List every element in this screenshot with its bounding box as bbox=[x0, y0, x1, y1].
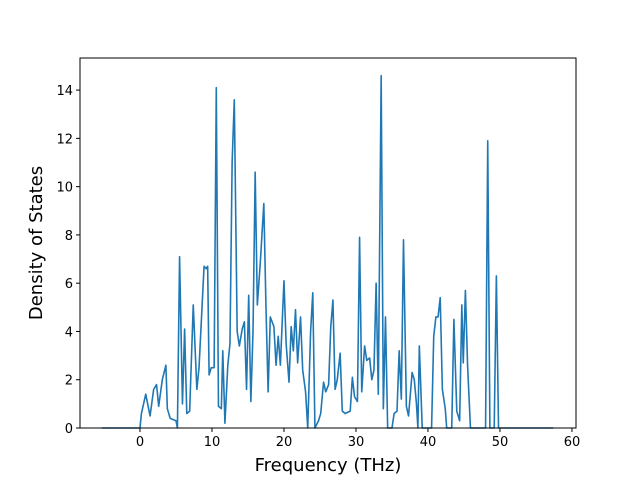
plot-frame bbox=[79, 57, 577, 429]
x-tick-label: 30 bbox=[348, 435, 365, 450]
y-tick-label: 6 bbox=[65, 277, 73, 292]
y-tick-label: 14 bbox=[56, 84, 73, 99]
line bbox=[101, 74, 554, 429]
x-tick-label: 0 bbox=[136, 435, 144, 450]
y-tick-label: 4 bbox=[65, 325, 73, 340]
y-tick-label: 8 bbox=[65, 229, 73, 244]
x-tick-label: 40 bbox=[420, 435, 437, 450]
x-axis-label: Frequency (THz) bbox=[255, 455, 402, 476]
x-tick-label: 20 bbox=[276, 435, 293, 450]
x-tick-label: 50 bbox=[492, 435, 509, 450]
y-tick-label: 0 bbox=[65, 422, 73, 437]
x-tick-label: 60 bbox=[564, 435, 581, 450]
y-tick-label: 2 bbox=[65, 374, 73, 389]
y-tick-label: 10 bbox=[56, 181, 73, 196]
x-tick-label: 10 bbox=[204, 435, 221, 450]
y-tick-label: 12 bbox=[56, 132, 73, 147]
y-axis-label: Density of States bbox=[26, 166, 47, 320]
